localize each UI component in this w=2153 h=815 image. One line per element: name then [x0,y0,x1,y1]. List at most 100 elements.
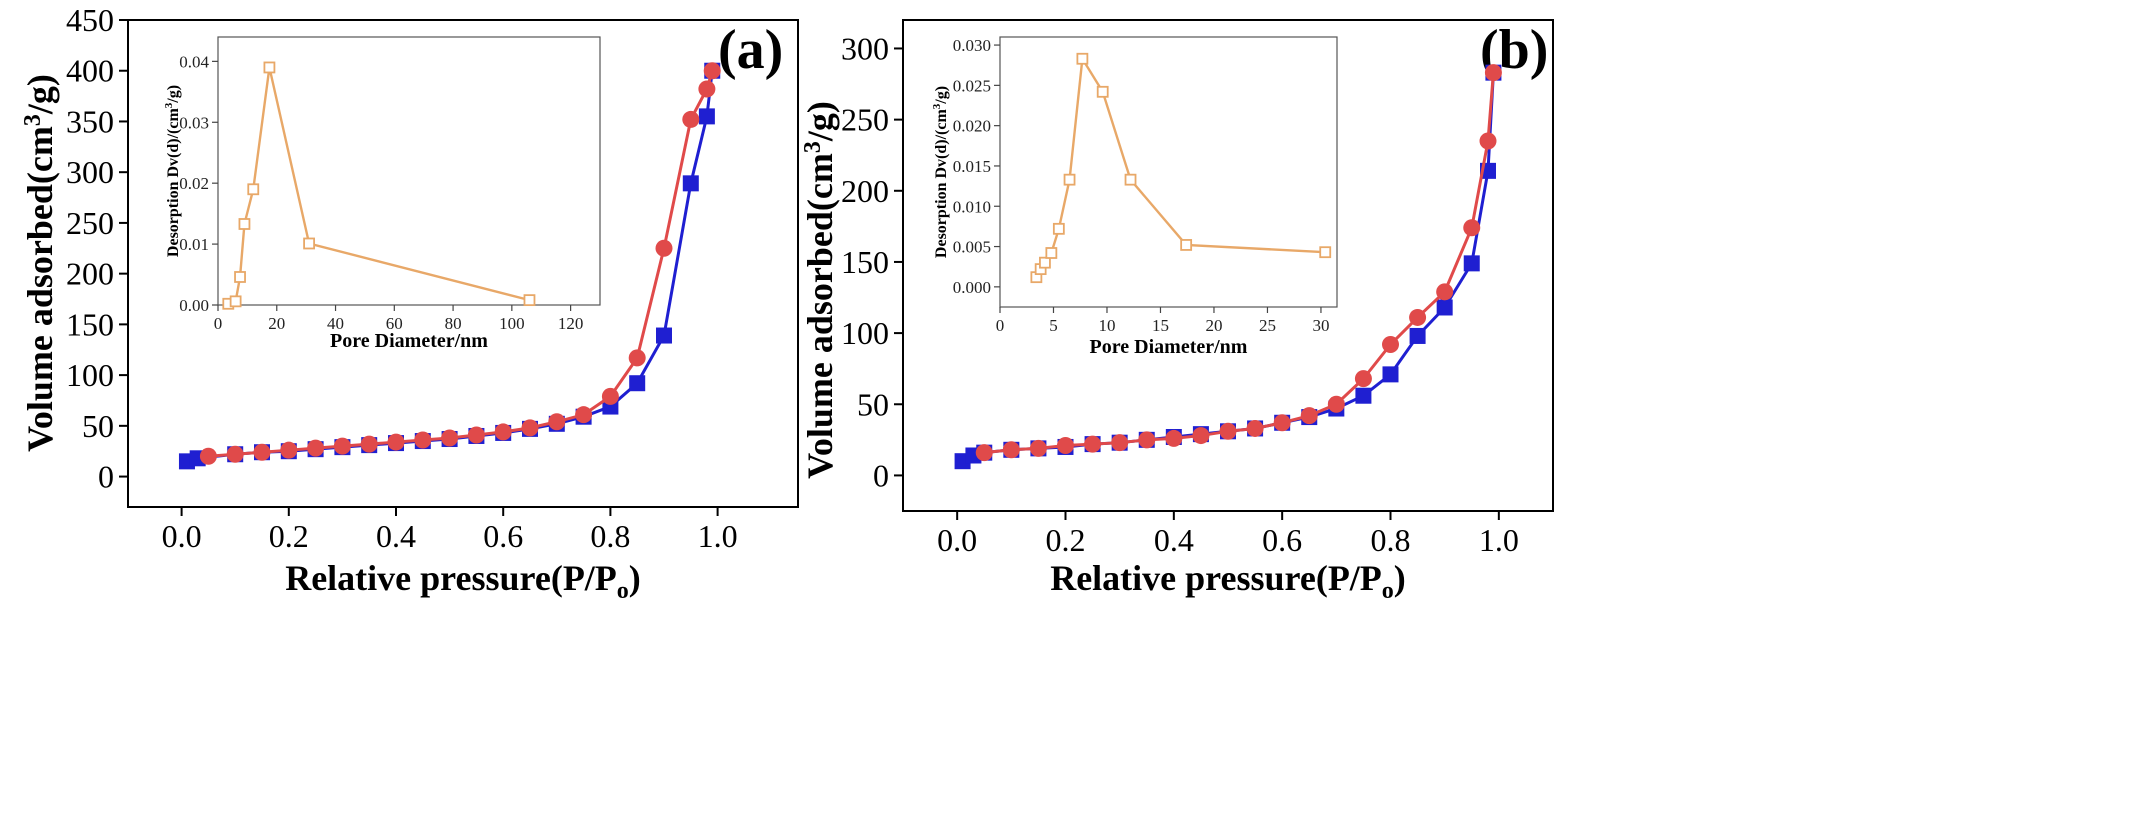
data-point-desorption [1057,437,1074,455]
data-point-adsorption [1409,327,1426,344]
inset-x-tick-label: 20 [268,314,285,333]
inset-data-point [1124,173,1137,186]
y-axis-title: Volume adsorbed(cm3/g) [800,101,840,479]
inset-y-tick-label: 0.04 [179,52,209,71]
panel-b: 0.0 0.2 0.4 0.6 0.8 1.0050100150200250300Rela… [800,19,1554,604]
y-tick-label: 50 [857,386,889,422]
data-point-adsorption [656,327,672,344]
inset-y-axis-title-sup: 3 [931,103,943,109]
data-point-desorption [1165,429,1183,447]
inset-x-tick-label: 10 [1098,316,1115,335]
inset-y-axis-title-tail: /g) [933,86,950,105]
data-point-desorption [1484,64,1502,82]
data-point-desorption [280,441,298,459]
plot-frame [127,19,799,508]
y-tick-label: 250 [66,205,114,241]
data-point-desorption [655,239,673,257]
inset-y-axis-title-main: Desorption Dv(d)/(cm [933,109,950,259]
data-point-desorption [494,423,512,441]
inset-x-tick-label: 120 [558,314,584,333]
data-point-desorption [333,437,351,455]
inset-data-point [523,294,536,307]
data-point-adsorption [629,375,646,392]
data-point-desorption [1382,335,1399,353]
y-axis-title: Volume adsorbed(cm3/g) [20,74,60,452]
y-tick-label: 100 [66,357,114,393]
y-tick-label: 150 [66,306,114,342]
x-axis-title-tail: ) [1394,558,1406,598]
inset-x-axis-title: Pore Diameter/nm [1090,336,1248,358]
data-point-adsorption [698,108,715,125]
inset-y-axis-title: Desorption Dv(d)/(cm3/g) [931,86,950,258]
y-tick-label: 200 [841,173,889,209]
inset-data-point [1039,256,1051,269]
x-tick-label: 1.0 [1479,522,1519,558]
y-tick-label: 0 [873,457,889,493]
data-point-desorption [703,62,721,80]
inset-data-point [1063,173,1076,186]
inset-y-axis-title-sup: 3 [163,102,175,108]
inset-data-point [1076,52,1089,65]
data-point-desorption [1219,422,1237,440]
y-tick-label: 100 [841,315,889,351]
inset-chart: 0 20 40 60 80 100 120 0.00 0.01 0.02 0.03 0.04 Pore … [163,36,601,352]
x-axis-title-tail: ) [629,558,641,598]
data-point-desorption [1300,407,1318,425]
data-point-desorption [548,413,566,431]
data-point-desorption [226,445,244,463]
y-tick-label: 350 [66,103,114,139]
inset-x-tick-label: 40 [327,314,344,333]
data-point-desorption [199,447,217,465]
data-point-adsorption [1463,255,1480,272]
inset-y-tick-label: 0.02 [179,174,209,193]
inset-frame [217,36,601,306]
inset-x-tick-label: 0 [214,314,223,333]
data-point-desorption [307,439,325,457]
y-tick-label: 250 [841,102,889,138]
x-tick-label: 0.8 [590,518,630,554]
data-point-desorption [441,429,459,447]
inset-frame [999,36,1338,308]
x-tick-label: 0.2 [269,518,309,554]
y-axis-title-tail: /g) [20,74,60,115]
inset-data-point [1319,246,1332,259]
inset-data-point [303,237,315,250]
data-point-desorption [1409,308,1427,326]
data-point-adsorption [1436,299,1453,316]
inset-y-tick-label: 0.00 [179,296,209,315]
data-point-desorption [1463,219,1481,237]
inset-chart: 0 5 10 15 20 25 30 0.000 0.005 0.010 0.015 0.020 0.0… [931,36,1338,358]
inset-y-tick-label: 0.01 [179,235,209,254]
x-tick-label: 0.4 [1154,522,1194,558]
data-point-desorption [1479,132,1497,150]
y-tick-label: 400 [66,53,114,89]
inset-data-point [1180,239,1193,251]
inset-x-tick-label: 5 [1049,316,1058,335]
panel-label: (a) [718,19,783,81]
y-axis-title-sup: 3 [800,141,826,153]
data-point-desorption [1192,427,1210,445]
x-axis-title-main: Relative pressure(P/P [285,558,617,598]
inset-x-tick-label: 80 [445,314,462,333]
x-axis-title-main: Relative pressure(P/P [1050,558,1382,598]
y-tick-label: 0 [98,459,114,495]
inset-y-axis-title-tail: /g) [165,85,182,104]
inset-y-tick-label: 0.005 [953,238,991,257]
inset-y-axis-title: Desorption Dv(d)/(cm3/g) [163,85,182,257]
inset-data-point [234,271,246,283]
inset-series [222,61,536,310]
data-point-desorption [521,419,539,437]
data-point-desorption [1002,441,1020,459]
inset-data-point [1045,247,1058,259]
inset-y-tick-label: 0.025 [953,76,991,95]
data-point-desorption [575,406,593,424]
y-tick-label: 300 [841,30,889,66]
data-point-desorption [628,349,646,367]
data-point-desorption [387,433,405,451]
inset-y-tick-label: 0.000 [953,278,991,297]
inset-y-tick-label: 0.015 [953,157,991,176]
x-tick-label: 1.0 [698,518,738,554]
x-tick-label: 0.2 [1046,522,1086,558]
data-point-desorption [360,435,378,453]
x-tick-label: 0.0 [937,522,977,558]
